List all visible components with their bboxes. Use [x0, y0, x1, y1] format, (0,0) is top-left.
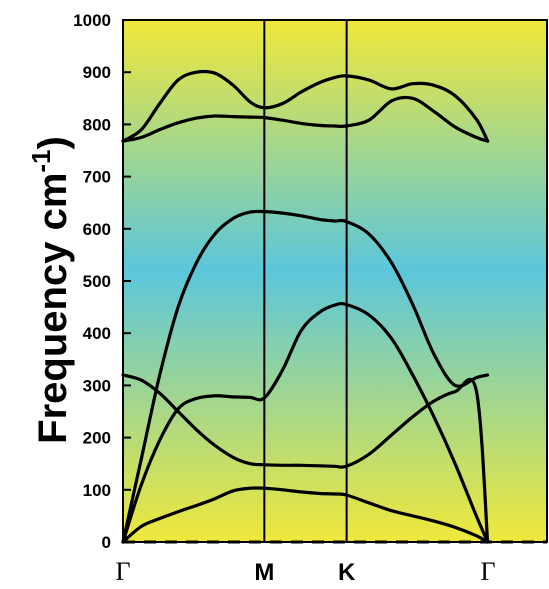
plot-background: [123, 20, 547, 542]
y-tick-label-400: 400: [83, 324, 111, 343]
branch-5: [121, 95, 490, 143]
x-tick-label-1: M: [254, 559, 274, 586]
y-tick-label-600: 600: [83, 220, 111, 239]
branch-4: [121, 373, 490, 544]
y-tick-label-700: 700: [83, 168, 111, 187]
x-tick-label-3: Γ: [480, 557, 495, 586]
branch-6: [121, 69, 490, 143]
y-tick-label-200: 200: [83, 429, 111, 448]
y-tick-label-300: 300: [83, 376, 111, 395]
y-axis-title-superscript: -1: [26, 149, 56, 172]
y-axis: 0 100 200 300 400 500 600 700 800 900 1000: [73, 11, 131, 552]
y-tick-label-500: 500: [83, 272, 111, 291]
y-tick-label-900: 900: [83, 63, 111, 82]
y-tick-label-100: 100: [83, 481, 111, 500]
x-tick-label-0: Γ: [115, 557, 130, 586]
x-tick-label-2: K: [338, 559, 356, 586]
y-tick-label-1000: 1000: [73, 11, 111, 30]
y-axis-title-close: ): [31, 136, 75, 149]
y-axis-title: Frequency cm-1): [26, 136, 75, 444]
dispersion-curves: [121, 69, 490, 544]
y-tick-label-0: 0: [102, 533, 111, 552]
branch-1: [121, 486, 490, 544]
y-tick-label-800: 800: [83, 115, 111, 134]
branch-3: [121, 209, 490, 544]
